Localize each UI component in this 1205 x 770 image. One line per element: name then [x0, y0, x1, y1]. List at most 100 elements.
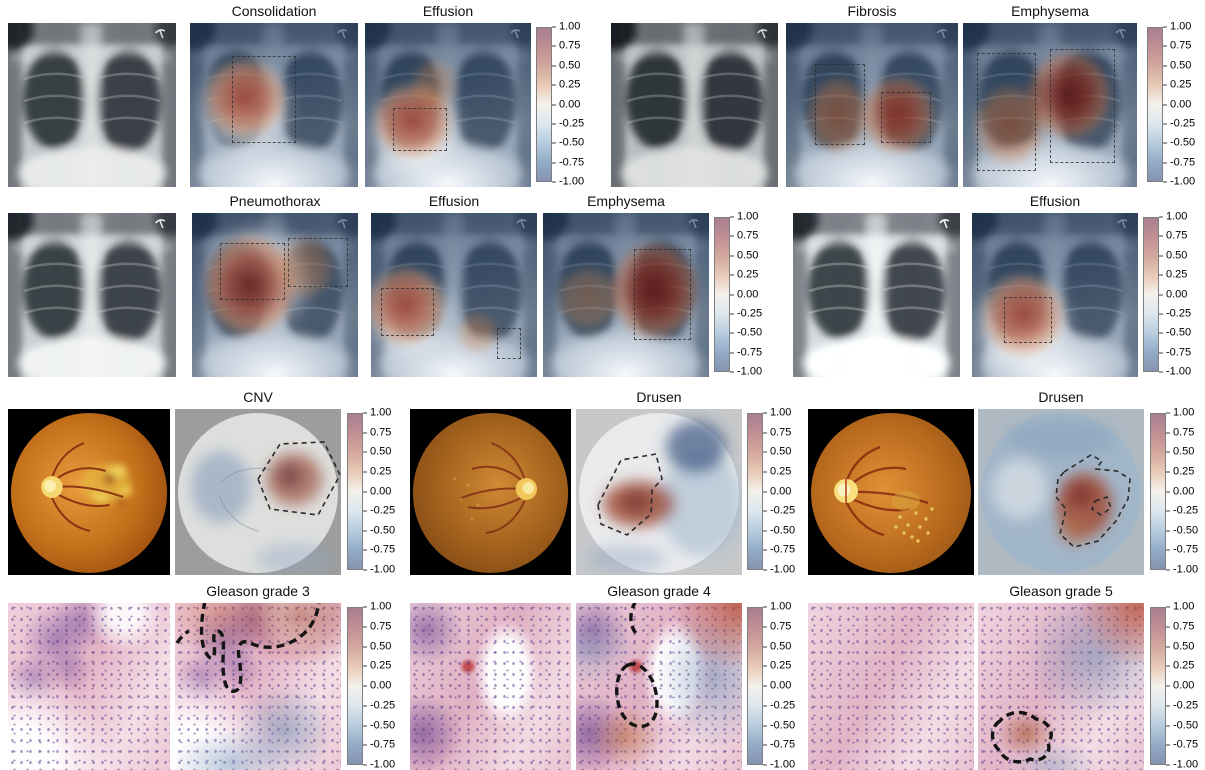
colorbar-tick-mark	[1159, 274, 1163, 276]
fundus-heatmap-image	[978, 409, 1144, 575]
annotation-polygon-inner	[1091, 495, 1112, 516]
colorbar-tick-label: -0.50	[370, 524, 396, 537]
colorbar-tick: 1.00	[730, 210, 759, 223]
roi-box	[815, 64, 866, 145]
colorbar-ticks: 1.00 0.75 0.50 0.25 0.00 -0.25 -0.50 -0.75 -1.00	[763, 601, 801, 770]
colorbar-tick-label: 0.75	[1173, 620, 1195, 633]
colorbar-tick: 0.75	[1163, 40, 1191, 52]
colorbar-tick-mark	[1166, 530, 1170, 532]
colorbar-tick-mark	[763, 606, 767, 608]
saliency-map-emphysema: Emphysema	[543, 194, 709, 377]
colorbar-tick-mark	[363, 491, 367, 492]
colorbar-tick-mark	[1166, 451, 1170, 453]
colorbar-tick: 0.00	[763, 680, 791, 692]
colorbar-tick-mark	[363, 705, 367, 707]
colorbar-tick: 0.50	[730, 250, 758, 261]
colorbar-tick: 0.25	[552, 79, 580, 91]
colorbar-tick: 1.00	[1163, 21, 1191, 33]
colorbar-tick-mark	[763, 646, 767, 647]
colorbar-tick: 0.50	[1159, 250, 1187, 261]
colorbar-tick-label: -0.75	[1166, 346, 1192, 359]
histology-group-3: Gleason grade 5 1.00 0.75 0.50 0.25 0.00 -0.2…	[808, 584, 1204, 770]
colorbar-tick-mark	[1163, 84, 1167, 86]
colorbar-tick-label: 0.25	[370, 465, 392, 478]
colorbar-tick-label: -0.75	[370, 738, 396, 751]
colorbar-tick-mark	[363, 451, 367, 453]
colorbar-tick: 0.00	[552, 99, 580, 110]
colorbar-tick: 0.25	[1163, 79, 1191, 91]
colorbar-tick: 0.25	[763, 466, 791, 477]
fundus-image	[8, 409, 170, 575]
colorbar-tick-label: -1.00	[370, 758, 396, 770]
colorbar-tick-label: 0.50	[1170, 59, 1192, 72]
colorbar-tick: -1.00	[363, 564, 395, 576]
colorbar-bar	[747, 413, 763, 570]
colorbar-tick-label: -0.75	[737, 346, 763, 359]
histology-source-image	[8, 603, 170, 770]
colorbar-tick-mark	[763, 510, 767, 512]
panel-title: Fibrosis	[847, 3, 897, 19]
colorbar-bar	[347, 413, 363, 570]
colorbar-tick-label: -0.75	[770, 543, 796, 556]
colorbar-bar	[1150, 413, 1166, 570]
colorbar-tick-label: 0.50	[1173, 445, 1195, 458]
colorbar-tick: 0.75	[552, 40, 580, 52]
colorbar-tick-label: 0.25	[770, 465, 792, 478]
colorbar-tick: 0.00	[1159, 289, 1187, 300]
colorbar-tick-label: 0.00	[1166, 288, 1188, 300]
colorbar-tick: -0.50	[763, 525, 795, 536]
colorbar-tick: -0.25	[730, 308, 762, 319]
histology-source-image	[410, 603, 571, 770]
colorbar-tick-mark	[1163, 181, 1167, 183]
colorbar-tick-mark	[763, 530, 767, 532]
colorbar-tick-label: -0.75	[770, 738, 796, 751]
colorbar-tick: 1.00	[763, 406, 792, 419]
fundus-group-3: Drusen 1.00 0.7	[808, 390, 1204, 575]
colorbar-tick-mark	[1166, 412, 1170, 414]
colorbar-tick-mark	[730, 313, 734, 315]
colorbar-tick-label: 1.00	[737, 210, 759, 223]
roi-box	[232, 55, 297, 144]
colorbar-ticks: 1.00 0.75 0.50 0.25 0.00 -0.25 -0.50 -0.75 -1.00	[763, 407, 801, 575]
colorbar-bar	[347, 607, 363, 765]
saliency-map-gleason-3: Gleason grade 3	[175, 584, 341, 770]
xray-source-image	[611, 23, 778, 187]
colorbar-tick: 0.25	[363, 466, 391, 477]
colorbar-bar	[536, 27, 552, 182]
colorbar-tick-mark	[552, 26, 556, 28]
colorbar-tick: 0.50	[763, 641, 791, 652]
colorbar-tick-mark	[1163, 65, 1167, 67]
colorbar-tick-label: -0.75	[559, 156, 585, 169]
saliency-map-fibrosis: Fibrosis	[786, 4, 958, 187]
colorbar-tick-label: -0.75	[1170, 156, 1196, 169]
colorbar-tick: 0.50	[363, 445, 392, 458]
histology-group-2: Gleason grade 4 1.00 0.75 0.50 0.25 0.00 -0.2…	[410, 584, 801, 770]
colorbar-tick-label: 1.00	[770, 406, 792, 419]
colorbar-tick-mark	[552, 84, 556, 86]
annotation-polygon	[597, 453, 663, 536]
colorbar-tick: -0.25	[1163, 118, 1195, 129]
colorbar-tick-label: -0.50	[737, 326, 763, 339]
saliency-map-effusion: Effusion	[365, 4, 531, 187]
saliency-blob	[1016, 40, 1122, 151]
colorbar-tick: 0.75	[730, 229, 759, 242]
colorbar-tick: -0.25	[1166, 505, 1198, 517]
colorbar-tick-label: -0.25	[1173, 699, 1199, 712]
roi-box	[1050, 49, 1115, 163]
colorbar-tick-label: 0.25	[1166, 268, 1188, 281]
colorbar-tick-label: -0.50	[770, 524, 796, 537]
roi-box	[1003, 296, 1052, 343]
colorbar-tick: 0.75	[1166, 621, 1194, 632]
chest-xray-group-3: Pneumothorax Effusion	[8, 194, 768, 377]
colorbar-tick-label: 0.50	[370, 445, 392, 458]
saliency-blob	[195, 50, 296, 147]
colorbar-tick-mark	[363, 764, 367, 766]
xray-source-image	[8, 213, 176, 377]
colorbar-tick: 1.00	[1166, 407, 1194, 419]
colorbar-tick-label: -1.00	[559, 175, 585, 188]
colorbar: 1.00 0.75 0.50 0.25 0.00 -0.25 -0.50 -0.75 -1.00	[1150, 601, 1204, 770]
colorbar-tick-mark	[763, 451, 767, 453]
colorbar-tick-label: 0.75	[737, 229, 759, 242]
colorbar-tick-label: -0.50	[559, 136, 585, 149]
panel-title: Pneumothorax	[229, 193, 321, 209]
